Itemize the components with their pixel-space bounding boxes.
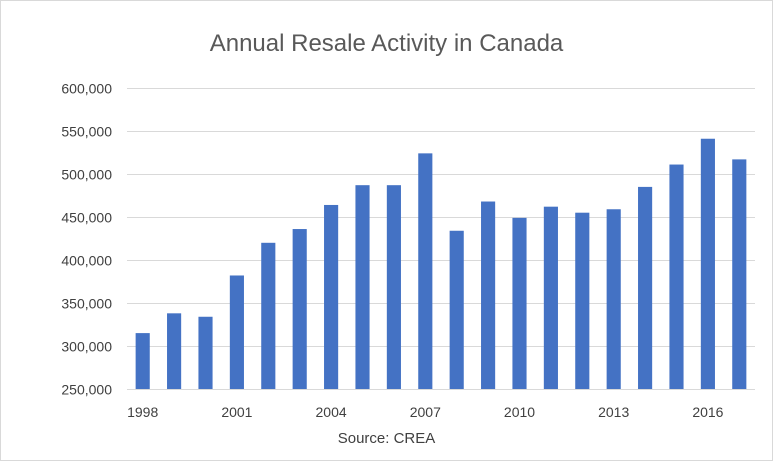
bar: [229, 275, 244, 389]
bar: [261, 242, 276, 389]
y-tick-label: 600,000: [61, 81, 112, 97]
bar: [606, 209, 621, 389]
y-tick-label: 350,000: [61, 296, 112, 312]
bar: [449, 230, 464, 389]
y-tick-label: 550,000: [61, 124, 112, 140]
x-tick-label: 2010: [504, 404, 535, 420]
bar: [418, 153, 433, 389]
bar: [575, 212, 590, 389]
bar: [669, 164, 684, 389]
bar: [638, 186, 653, 389]
x-tick-label: 2013: [598, 404, 629, 420]
bar: [732, 159, 747, 389]
y-tick-label: 300,000: [61, 339, 112, 355]
bar: [167, 313, 182, 389]
bar: [700, 138, 715, 389]
y-tick-label: 500,000: [61, 167, 112, 183]
bar: [481, 201, 496, 389]
bar: [198, 316, 213, 389]
bar: [386, 185, 401, 389]
chart-title: Annual Resale Activity in Canada: [209, 30, 564, 57]
y-tick-label: 450,000: [61, 210, 112, 226]
y-tick-label: 250,000: [61, 382, 112, 398]
x-tick-label: 2016: [692, 404, 723, 420]
x-tick-label: 2007: [410, 404, 441, 420]
bar: [543, 206, 558, 389]
x-tick-label: 2001: [221, 404, 252, 420]
chart-source: Source: CREA: [337, 430, 436, 447]
bar: [355, 185, 370, 389]
y-tick-label: 400,000: [61, 253, 112, 269]
bar: [512, 217, 527, 389]
x-tick-label: 1998: [127, 404, 158, 420]
x-tick-label: 2004: [316, 404, 347, 420]
bar: [135, 333, 150, 389]
bar: [324, 204, 339, 389]
bar: [292, 229, 307, 389]
